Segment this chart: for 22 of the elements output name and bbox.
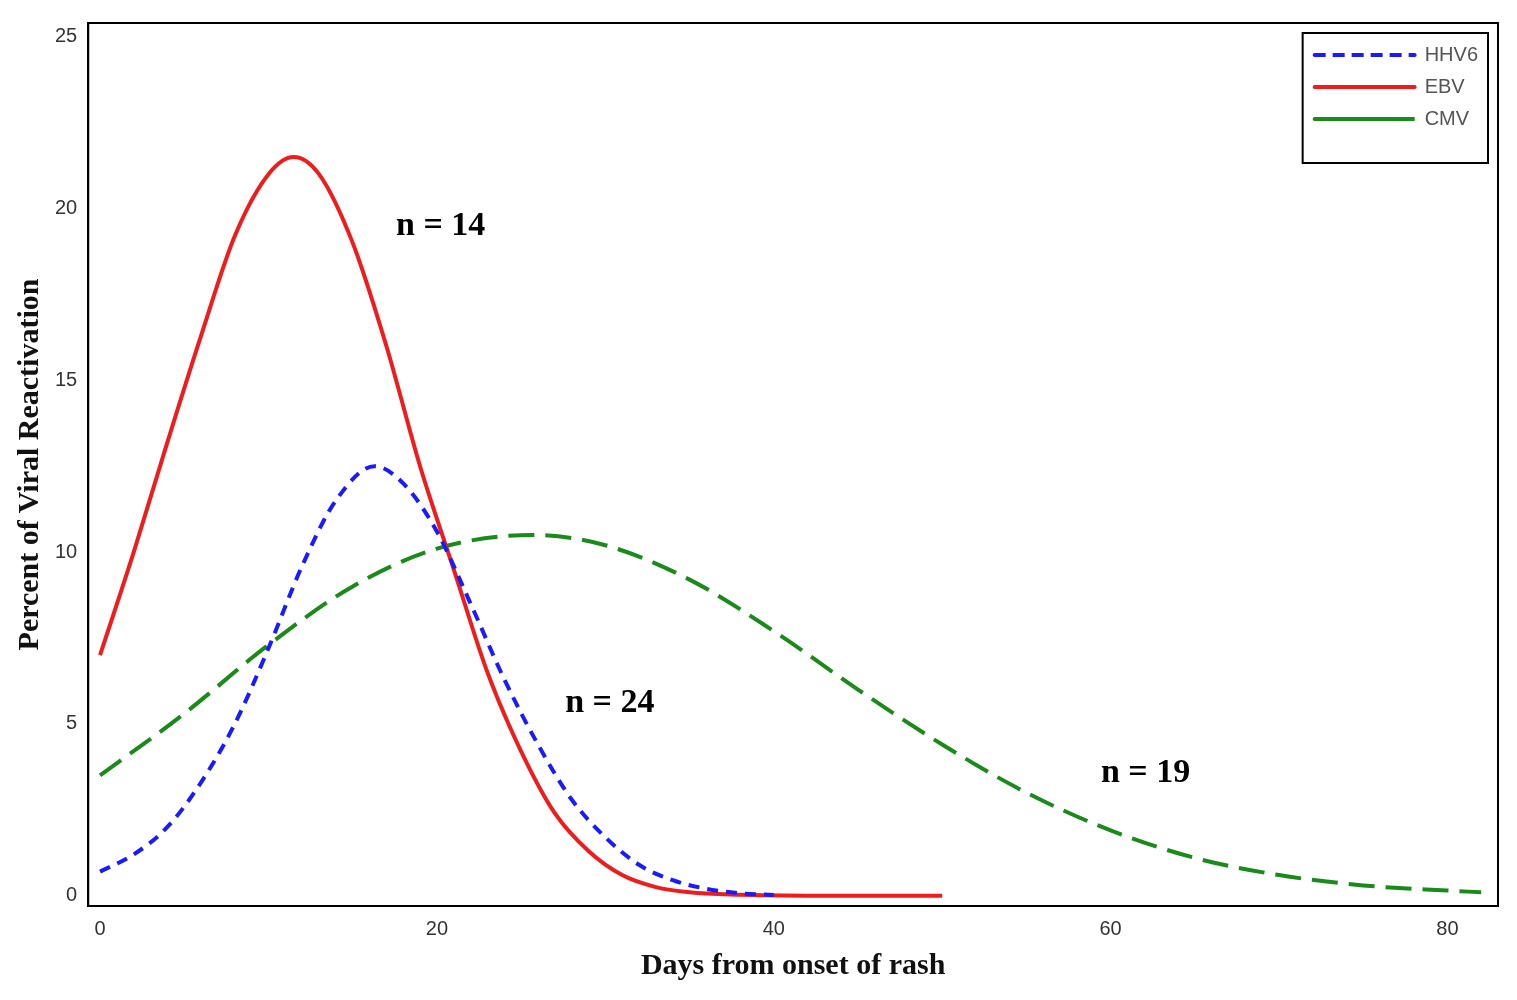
y-tick-label: 5 [66, 711, 78, 734]
y-tick-label: 0 [66, 883, 78, 906]
line-series [98, 464, 776, 898]
line-series [98, 532, 1484, 895]
y-tick-label: 20 [55, 196, 78, 219]
legend-label: CMV [1424, 106, 1470, 129]
x-tick-label: 80 [1436, 916, 1459, 939]
annotation: n = 24 [565, 681, 655, 719]
annotation: n = 14 [396, 204, 486, 242]
x-tick-label: 60 [1099, 916, 1122, 939]
y-axis-title: Percent of Viral Reactivation [10, 278, 44, 651]
x-tick-label: 40 [762, 916, 785, 939]
x-axis-title: Days from onset of rash [640, 946, 946, 980]
annotation: n = 19 [1100, 752, 1191, 790]
x-tick-label: 0 [94, 916, 106, 939]
line-series [98, 155, 945, 898]
y-tick-label: 25 [55, 24, 78, 47]
y-tick-label: 15 [55, 367, 78, 390]
y-tick-label: 10 [55, 539, 78, 562]
legend-label: HHV6 [1424, 42, 1479, 65]
x-tick-label: 20 [425, 916, 449, 939]
legend-label: EBV [1424, 74, 1466, 97]
